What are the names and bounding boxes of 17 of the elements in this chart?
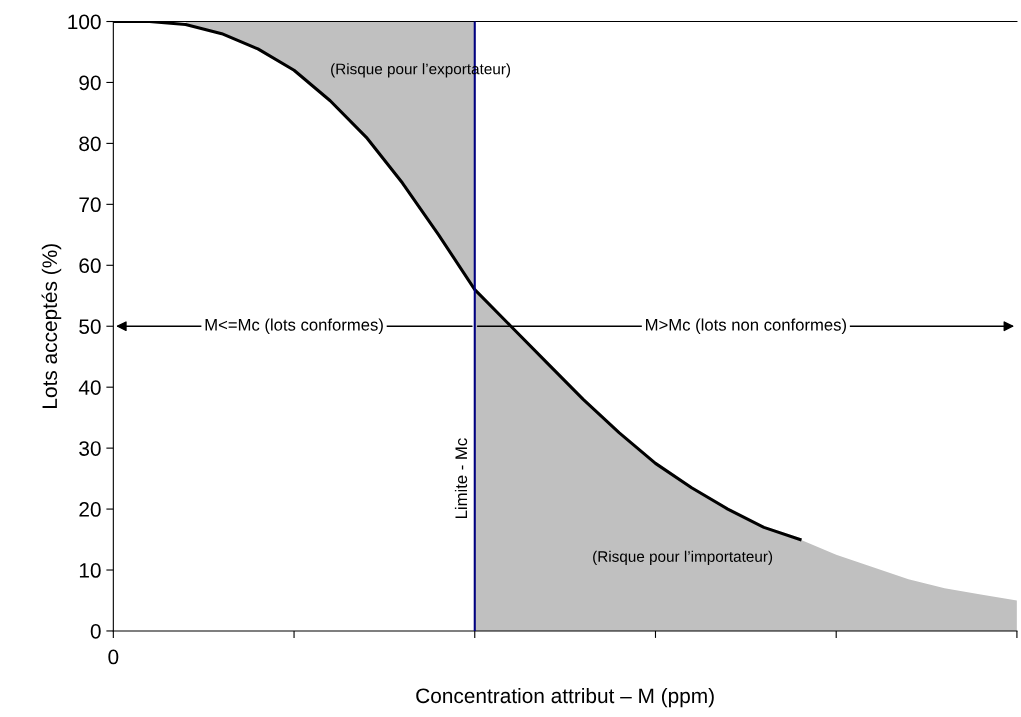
- annotation: (Risque pour l’importateur): [593, 550, 773, 565]
- y-tick-label: 40: [78, 380, 101, 395]
- annotation: Limite - Mc: [454, 438, 468, 518]
- annotation: M>Mc (lots non conformes): [646, 318, 846, 334]
- y-axis-title: Lots acceptés (%): [41, 244, 62, 408]
- y-tick-label: 70: [79, 197, 101, 213]
- y-tick-label: 30: [79, 441, 101, 456]
- x-axis-title: Concentration attribut – M (ppm): [416, 687, 714, 708]
- y-tick-label: 10: [79, 563, 101, 578]
- y-tick-label: 90: [79, 75, 101, 91]
- y-tick-label: 0: [90, 623, 101, 639]
- y-tick-label: 50: [79, 319, 101, 334]
- y-tick-label: 80: [79, 136, 101, 152]
- y-tick-label: 100: [68, 14, 101, 30]
- y-tick-label: 60: [79, 258, 101, 274]
- y-tick-label: 20: [79, 502, 101, 517]
- annotation: M<=Mc (lots conformes): [205, 318, 383, 334]
